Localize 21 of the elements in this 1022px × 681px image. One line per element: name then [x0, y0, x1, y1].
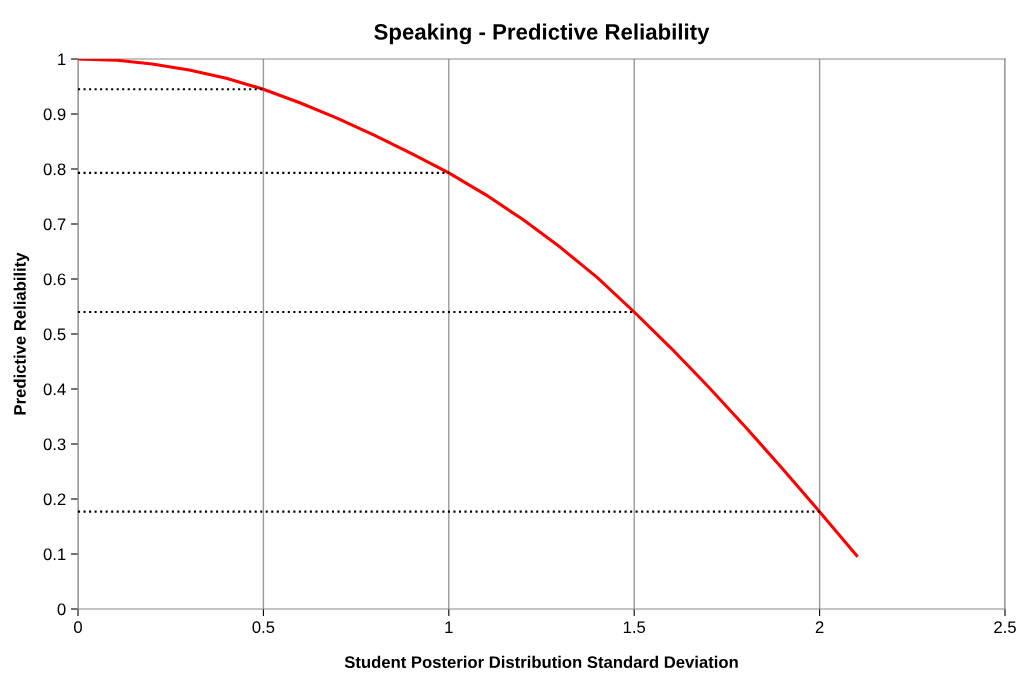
- y-tick-label: 0.3: [43, 438, 66, 451]
- y-tick-label: 0.9: [43, 108, 66, 121]
- y-tick-label: 0.8: [43, 163, 66, 176]
- y-tick-label: 0.1: [43, 548, 66, 561]
- y-tick-label: 0.4: [43, 383, 66, 396]
- x-tick-label: 1: [445, 621, 453, 633]
- x-axis-title: Student Posterior Distribution Standard Deviation: [344, 655, 738, 669]
- y-tick-label: 0.2: [43, 493, 66, 506]
- x-tick-label: 2: [815, 621, 824, 633]
- y-tick-label: 0: [57, 603, 66, 616]
- x-tick-label: 2.5: [994, 621, 1016, 634]
- y-axis-title: Predictive Reliability: [13, 252, 30, 415]
- y-tick-label: 0.7: [43, 218, 66, 231]
- y-tick-label: 1: [58, 53, 66, 66]
- x-tick-label: 1.5: [623, 621, 646, 634]
- y-tick-label: 0.5: [43, 328, 66, 341]
- x-tick-label: 0: [74, 621, 82, 634]
- y-tick-label: 0.6: [43, 273, 66, 286]
- chart-title: Speaking - Predictive Reliability: [374, 23, 710, 45]
- line-series: [78, 59, 859, 558]
- x-tick-label: 0.5: [252, 621, 275, 634]
